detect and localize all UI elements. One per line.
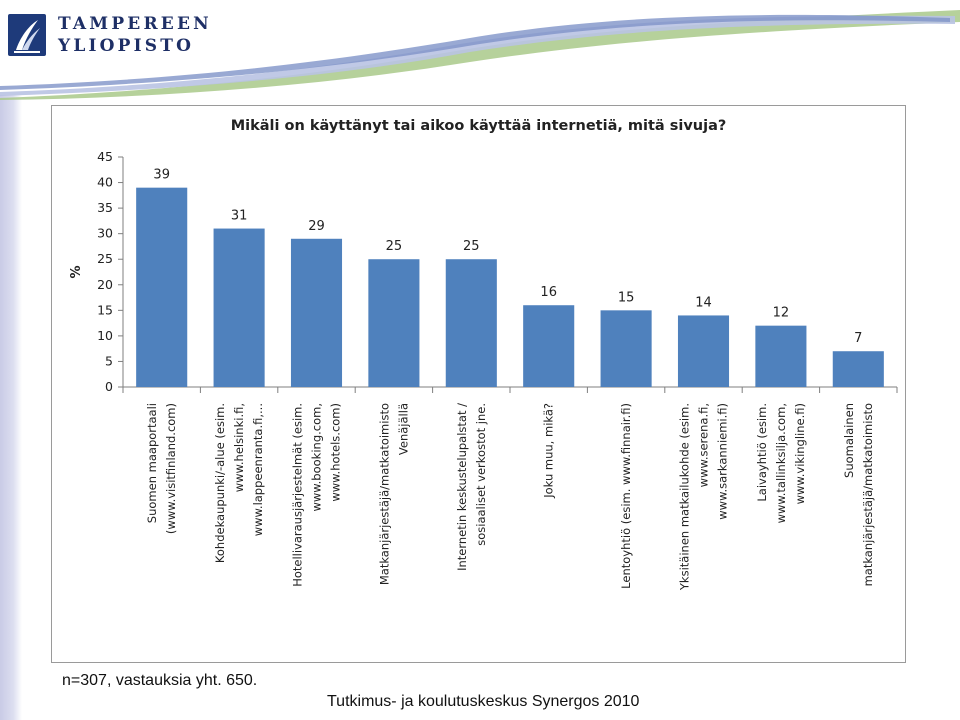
category-label-2-line-2: www.helsinki.fi, [232,403,246,492]
chart-frame: Mikäli on käyttänyt tai aikoo käyttää in… [51,105,906,663]
category-label-8-line-1: Yksitäinen matkailukohde (esim. [678,403,692,591]
logo-text-line1: TAMPEREEN [58,14,212,34]
header-wave-decoration [0,10,960,100]
y-tick-label: 0 [105,379,113,394]
category-label-5-line-1: Internetin keskustelupalstat / [455,403,469,571]
data-label-10: 7 [854,331,862,346]
category-label-8-line-2: www.serena.fi, [697,403,711,487]
bar-10 [832,351,884,387]
y-tick-label: 20 [97,277,113,292]
data-label-2: 31 [231,209,248,224]
y-tick-label: 45 [97,149,113,164]
category-label-10-line-2: matkanjärjestäjä/matkatoimisto [861,403,875,586]
category-label-4-line-2: Venäjällä [396,403,410,455]
bar-6 [523,305,575,387]
category-label-4-line-1: Matkanjärjestäjä/matkatoimisto [377,403,391,585]
data-label-6: 16 [540,285,557,300]
data-label-1: 39 [153,168,170,183]
category-label-3-line-1: Hotellivarausjärjestelmät (esim. [291,403,305,587]
left-gradient-band [0,95,22,720]
category-label-3-line-2: www.booking.com, [310,403,324,512]
data-label-7: 15 [618,290,635,305]
category-label-6-line-1: Joku muu, mikä? [542,403,556,499]
y-tick-label: 15 [97,302,113,317]
bar-1 [136,187,188,387]
category-label-1-line-2: (www.visitfinland.com) [164,403,178,534]
bar-4 [368,259,420,387]
category-label-9-line-3: www.vikingline.fi) [793,403,807,504]
category-label-2-line-1: Kohdekaupunki/-alue (esim. [213,403,227,563]
y-tick-label: 40 [97,175,113,190]
category-label-7-line-1: Lentoyhtiö (esim. www.finnair.fi) [619,403,633,589]
y-tick-label: 35 [97,200,113,215]
category-label-10-line-1: Suomalainen [842,403,856,478]
category-label-5-line-2: sosiaaliset verkostot jne. [474,403,488,546]
data-label-5: 25 [463,239,480,254]
category-label-1-line-1: Suomen maaportaali [145,403,159,523]
y-tick-label: 25 [97,251,113,266]
data-label-9: 12 [773,306,790,321]
bar-2 [213,228,265,387]
category-label-2-line-3: www.lappeenranta.fi,... [251,403,265,536]
footer-credit: Tutkimus- ja koulutuskeskus Synergos 201… [327,693,640,710]
y-tick-label: 5 [105,353,113,368]
data-label-4: 25 [386,239,403,254]
y-axis-label: % [69,265,84,278]
category-label-3-line-3: www.hotels.com) [329,403,343,502]
data-label-8: 14 [695,295,712,310]
bar-7 [600,310,652,387]
logo-text-line2: YLIOPISTO [58,36,195,56]
bar-5 [445,259,497,387]
university-logo: TAMPEREEN YLIOPISTO [8,12,209,60]
chart-title: Mikäli on käyttänyt tai aikoo käyttää in… [230,118,727,134]
category-label-9-line-1: Laivayhtiö (esim. [755,403,769,502]
category-label-9-line-2: www.tallinksilja.com, [774,403,788,523]
category-label-8-line-3: www.sarkanniemi.fi) [716,403,730,520]
bar-8 [677,315,730,387]
bar-9 [755,325,807,387]
data-label-3: 29 [308,219,325,234]
bar-chart: 0 5 10 15 20 25 30 35 40 45% 39 Suomen maaportaali (… [69,149,898,591]
y-tick-label: 10 [97,328,113,343]
y-tick-label: 30 [97,226,113,241]
bar-3 [290,238,343,387]
sample-size-note: n=307, vastauksia yht. 650. [62,672,258,689]
logo-emblem-icon [8,14,46,56]
